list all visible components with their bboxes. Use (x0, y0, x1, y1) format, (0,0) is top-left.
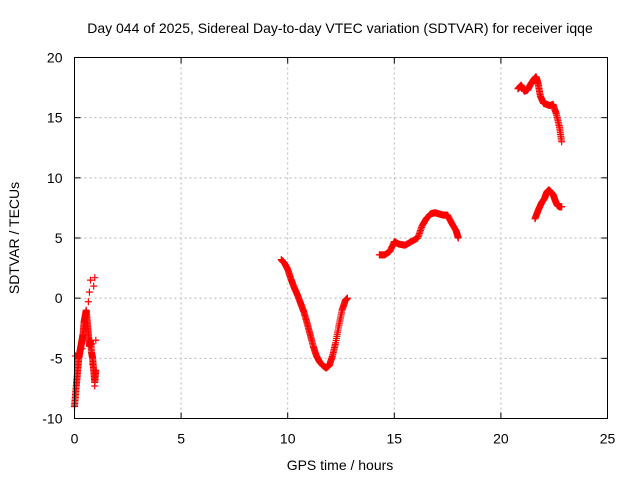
y-tick-label: 15 (47, 110, 63, 126)
data-point (91, 274, 99, 282)
data-point (81, 324, 89, 332)
grid-lines (74, 57, 608, 419)
x-tick-label: 25 (600, 431, 616, 447)
y-tick-label: 10 (47, 170, 63, 186)
data-point-interp (557, 203, 565, 211)
x-tick-label: 5 (177, 431, 185, 447)
y-axis-label: SDTVAR / TECUs (6, 182, 22, 294)
x-tick-label: 15 (387, 431, 403, 447)
x-tick-label: 0 (71, 431, 79, 447)
data-point (92, 336, 100, 344)
data-points (71, 73, 566, 410)
data-point-interp (92, 368, 100, 376)
data-point-interp (306, 329, 314, 337)
x-tick-label: 10 (280, 431, 296, 447)
data-point (75, 350, 83, 358)
data-point-interp (334, 324, 342, 332)
data-point-interp (454, 233, 462, 241)
y-tick-label: 0 (55, 290, 63, 306)
data-point (86, 276, 94, 284)
y-tick-label: -5 (50, 350, 63, 366)
x-tick-label: 20 (493, 431, 509, 447)
y-tick-label: 5 (55, 230, 63, 246)
data-point-interp (338, 308, 346, 316)
data-point (89, 360, 97, 368)
y-tick-label: 20 (47, 50, 63, 66)
chart-title: Day 044 of 2025, Sidereal Day-to-day VTE… (87, 20, 593, 36)
data-point-interp (557, 136, 565, 144)
data-point (85, 288, 93, 296)
data-point-interp (331, 340, 339, 348)
data-point (82, 309, 90, 317)
data-point (91, 382, 99, 390)
data-point (90, 282, 98, 290)
data-point (84, 298, 92, 306)
y-tick-label: -10 (42, 411, 62, 427)
data-point-interp (555, 122, 563, 130)
x-axis-label: GPS time / hours (287, 457, 394, 473)
data-point (88, 340, 96, 348)
plot-frame (74, 57, 608, 419)
data-point-interp (343, 294, 351, 302)
data-point (78, 345, 86, 353)
